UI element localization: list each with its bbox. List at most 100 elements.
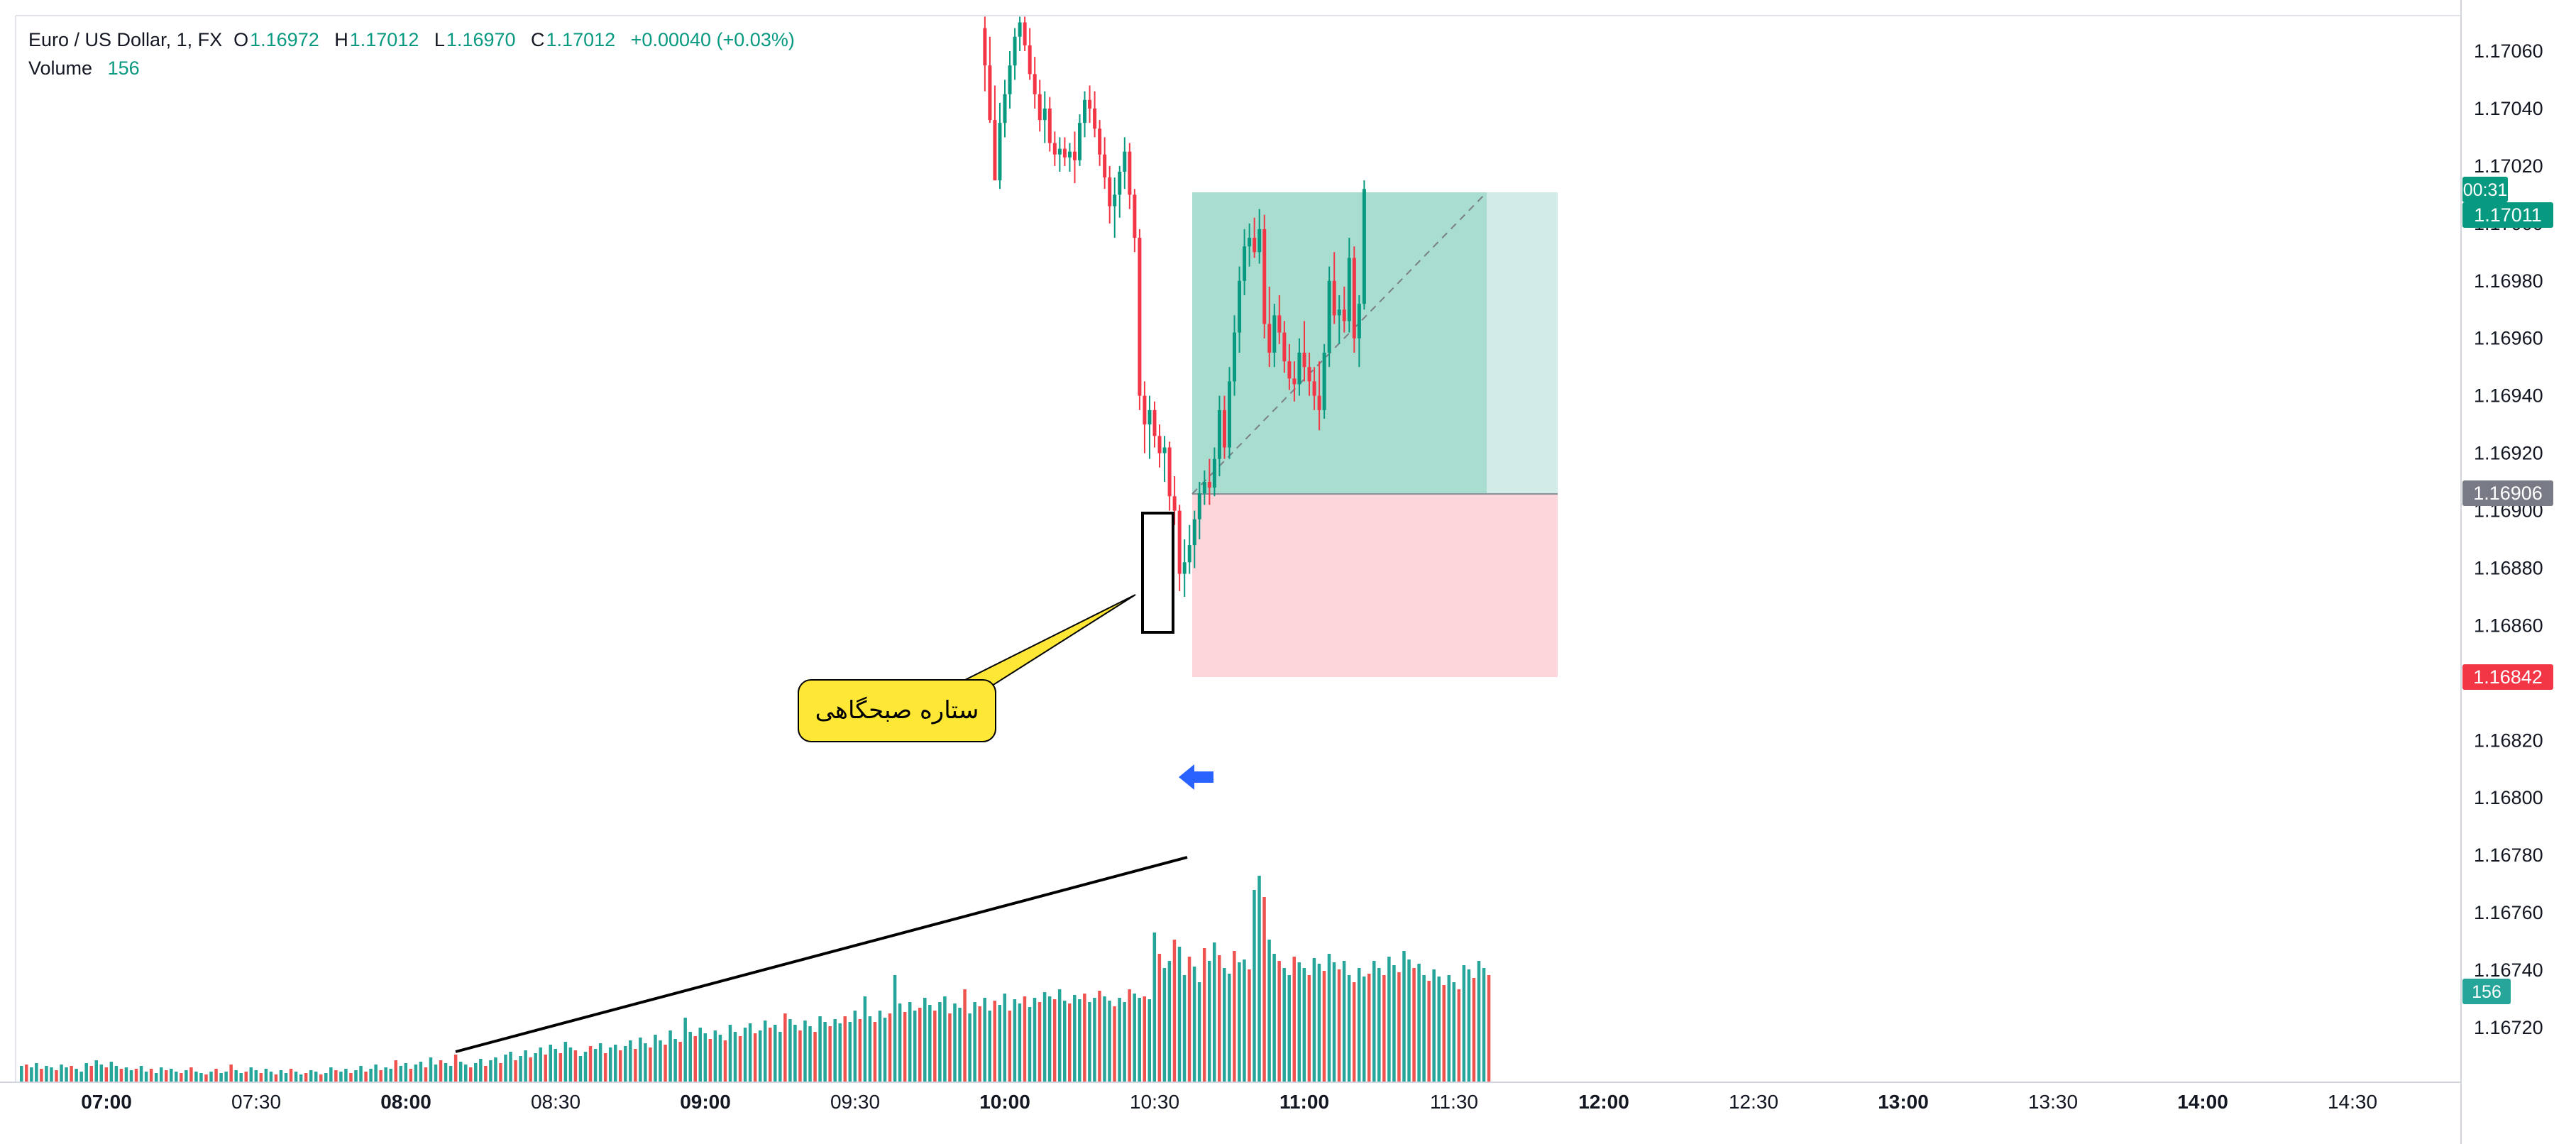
volume-bar [973,1002,976,1082]
callout-text: ستاره صبحگاهی [815,696,979,725]
stop-price-badge: 1.16842 [2462,664,2553,690]
volume-bar [1372,961,1376,1082]
long-position-tool[interactable] [1191,192,1558,677]
volume-bar [743,1028,747,1082]
volume-bar [294,1072,298,1082]
volume-bar [185,1070,188,1082]
volume-bar [469,1067,473,1082]
volume-bar [918,1008,922,1082]
volume-badge-text: 156 [2472,982,2501,1002]
candle-body [1013,36,1017,66]
candle-body [1217,409,1221,459]
volume-bar [938,1002,942,1082]
volume-bar [1417,964,1421,1082]
volume-bar [1023,996,1027,1082]
candle-body [1167,447,1172,497]
volume-bar [1138,998,1141,1082]
callout[interactable]: ستاره صبحگاهی [798,594,1136,742]
volume-bar [673,1039,677,1082]
volume-bar [798,1030,802,1082]
candle-body [1302,352,1306,368]
volume-bar [319,1074,323,1082]
volume-bar [494,1057,497,1082]
volume-bar [434,1065,438,1082]
candle-body [1152,409,1157,436]
candle-body [1157,436,1162,453]
volume-label[interactable]: Volume [28,57,93,79]
volume-bar [359,1066,363,1082]
candle-body [1322,352,1326,410]
time-tick-label: 09:30 [830,1091,880,1113]
volume-bar [89,1066,93,1082]
time-scale[interactable]: 07:00 07:30 08:00 08:30 09:00 09:30 10:00 10:30… [81,1091,2377,1113]
candle-body [1172,496,1177,511]
volume-bar [838,1023,842,1082]
volume-bar [1212,942,1216,1082]
volume-bar [149,1069,153,1082]
volume-bar [619,1050,622,1082]
countdown-badge: 00:31 [2462,177,2508,202]
volume-bar [79,1072,83,1082]
volume-bar [289,1069,293,1082]
volume-bar [1057,989,1062,1082]
volume-bar [1098,991,1101,1082]
volume-bar [394,1060,397,1082]
candle-body [1243,246,1247,281]
volume-bar [114,1066,119,1082]
volume-bar [519,1056,522,1082]
pattern-highlight-box[interactable] [1141,512,1174,634]
volume-bar [563,1042,568,1082]
last-price-badge: 1.17011 [2462,202,2553,228]
countdown-text: 00:31 [2463,180,2508,200]
callout-box[interactable] [798,679,996,742]
loss-zone[interactable] [1192,494,1558,677]
volume-bar [234,1070,238,1082]
volume-bar [629,1040,632,1082]
volume-bar [180,1073,183,1082]
volume-bar [549,1045,553,1082]
volume-bar [170,1069,173,1082]
volume-bar [788,1019,792,1082]
volume-bar [683,1018,687,1082]
volume-bar [823,1022,827,1082]
volume-bar [1342,961,1346,1082]
volume-bar [204,1074,208,1082]
volume-bar [299,1074,303,1082]
volume-bar [1128,989,1131,1082]
candle-body [1267,324,1272,353]
volume-bar [344,1069,348,1082]
volume-bar [364,1072,368,1082]
volume-bar [1207,961,1211,1082]
low-label: L [434,29,445,50]
symbol-title[interactable]: Euro / US Dollar, 1, FX [28,29,223,50]
volume-bar [1223,968,1226,1082]
volume-bar [723,1040,727,1082]
volume-bar [568,1047,573,1082]
candle-body [1018,22,1022,37]
volume-bar [429,1057,433,1082]
volume-bar [688,1032,692,1082]
candle-body [1057,148,1062,155]
volume-bar [1108,1001,1111,1082]
volume-bar [608,1047,612,1082]
left-arrow-icon[interactable] [1179,764,1213,790]
volume-bar [968,1013,971,1082]
volume-bar [1047,996,1052,1082]
price-tick-label: 1.17040 [2474,98,2543,119]
volume-bar [659,1040,662,1082]
candle-body [1083,99,1087,123]
volume-bar [833,1019,837,1082]
candle-body [1067,151,1072,158]
candle-body [1202,482,1206,494]
price-tick-label: 1.16940 [2474,385,2543,407]
volume-bar [139,1066,143,1082]
volume-bar [993,1001,996,1082]
time-tick-label: 13:00 [1878,1091,1929,1113]
time-tick-label: 07:00 [81,1091,132,1113]
volume-bar [20,1066,23,1082]
volume-bar [424,1067,428,1082]
time-tick-label: 08:00 [380,1091,431,1113]
volume-bar [943,996,947,1082]
volume-trend-line[interactable] [455,856,1188,1053]
